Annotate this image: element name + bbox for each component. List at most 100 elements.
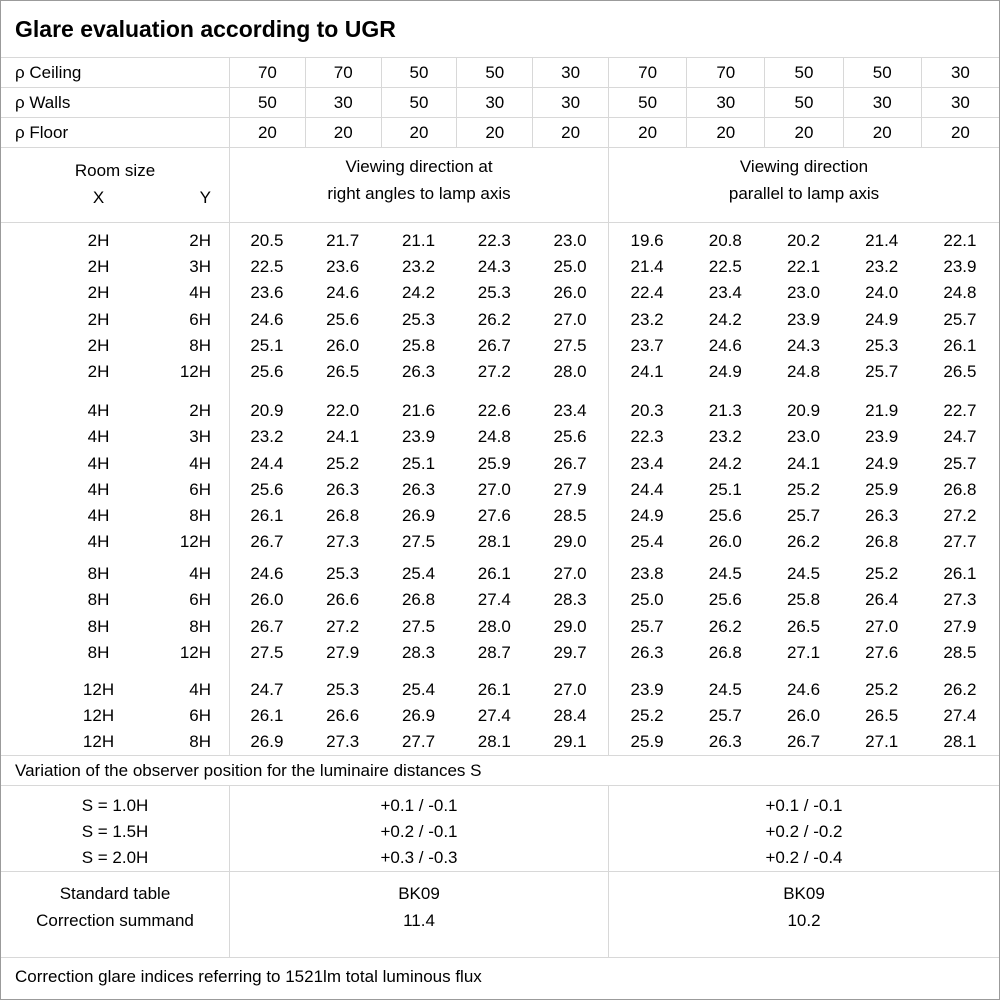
standard-table-value: BK09	[783, 884, 825, 903]
x-value: 2H	[87, 257, 110, 277]
reflectance-values-left: 50 30 50 30 30	[229, 88, 608, 117]
ugr-value: 24.7	[250, 680, 284, 699]
ugr-value: 26.3	[401, 361, 436, 381]
reflectance-value: 20	[532, 118, 608, 147]
reflectance-row: ρ Ceiling 70 70 50 50 30 70 70 50 50 30	[1, 58, 999, 88]
reflectance-value: 20	[456, 118, 532, 147]
ugr-value: 24.6	[250, 564, 284, 584]
ugr-value: 28.1	[477, 732, 511, 752]
ugr-value: 24.9	[865, 309, 899, 329]
table-row: 4H 3H 23.2 24.1 23.9 24.8 25.6 22.3 23.2 23.0 2…	[1, 424, 999, 450]
room-size-label: Room size	[74, 161, 156, 180]
ugr-value: 29.0	[553, 532, 587, 552]
ugr-value: 25.9	[865, 479, 899, 499]
reflectance-values-left: 70 70 50 50 30	[229, 58, 608, 87]
x-value: 8H	[87, 564, 110, 584]
table-row: 12H 8H 26.9 27.3 27.7 28.1 29.1 25.9 26.3 26.7…	[1, 729, 999, 755]
ugr-value: 26.6	[326, 590, 360, 610]
correction-summand-label: Correction summand	[36, 911, 194, 930]
s-value: +0.3 / -0.3	[380, 848, 458, 867]
ugr-value: 26.3	[708, 732, 742, 752]
ugr-value: 25.8	[786, 590, 821, 610]
x-value: 12H	[82, 732, 115, 752]
ugr-value: 24.7	[943, 427, 977, 447]
ugr-value: 28.3	[553, 590, 587, 610]
reflectance-value: 20	[920, 118, 999, 147]
ugr-value: 23.0	[553, 231, 587, 250]
reflectance-value: 70	[304, 58, 381, 87]
ugr-value: 27.5	[553, 335, 587, 355]
reflectance-values-right: 70 70 50 50 30	[608, 58, 999, 87]
ugr-value: 24.6	[250, 309, 284, 329]
reflectance-value: 50	[638, 93, 658, 112]
ugr-value: 27.9	[553, 479, 587, 499]
ugr-value: 23.9	[401, 427, 436, 447]
ugr-value: 20.9	[786, 401, 821, 421]
ugr-value: 25.2	[326, 453, 360, 473]
y-value: 8H	[189, 335, 211, 355]
ugr-value: 27.4	[943, 706, 977, 726]
ugr-value: 23.4	[630, 453, 664, 473]
table-row: 8H 12H 27.5 27.9 28.3 28.7 29.7 26.3 26.8 27.1…	[1, 640, 999, 666]
ugr-value: 26.9	[401, 706, 436, 726]
ugr-value: 27.9	[943, 616, 977, 636]
reflectance-value: 30	[456, 88, 532, 117]
ugr-value: 24.5	[708, 564, 742, 584]
table-row: 8H 4H 24.6 25.3 25.4 26.1 27.0 23.8 24.5 24.5 2…	[1, 561, 999, 587]
room-size-cell: 2H 8H	[1, 333, 229, 359]
ugr-value: 22.5	[250, 257, 284, 277]
x-value: 8H	[87, 642, 110, 662]
ugr-value: 25.3	[401, 309, 436, 329]
ugr-value: 23.9	[786, 309, 821, 329]
reflectance-label: ρ Walls	[15, 93, 71, 112]
ugr-value: 29.7	[553, 642, 587, 662]
ugr-values-right: 25.2 25.7 26.0 26.5 27.4	[608, 703, 999, 729]
ugr-value: 27.5	[401, 532, 436, 552]
reflectance-row: ρ Walls 50 30 50 30 30 50 30 50 30 30	[1, 88, 999, 118]
ugr-value: 25.0	[553, 257, 587, 277]
table-row: 2H 4H 23.6 24.6 24.2 25.3 26.0 22.4 23.4 23.0 2…	[1, 280, 999, 306]
ugr-value: 26.3	[401, 479, 436, 499]
ugr-values-right: 23.9 24.5 24.6 25.2 26.2	[608, 677, 999, 703]
ugr-values-left: 26.0 26.6 26.8 27.4 28.3	[229, 587, 608, 613]
reflectance-value: 20	[842, 118, 921, 147]
ugr-value: 28.3	[401, 642, 436, 662]
ugr-data-area: 2H 2H 20.5 21.7 21.1 22.3 23.0 19.6 20.8 20.2 2…	[1, 223, 999, 756]
s-labels: S = 1.0H S = 1.5H S = 2.0H	[1, 786, 229, 871]
ugr-values-right: 21.4 22.5 22.1 23.2 23.9	[608, 254, 999, 280]
ugr-value: 20.2	[786, 231, 821, 250]
ugr-value: 24.0	[865, 283, 899, 303]
room-size-cell: 8H 6H	[1, 587, 229, 613]
reflectance-row: ρ Floor 20 20 20 20 20 20 20 20 20 20	[1, 118, 999, 148]
ugr-value: 24.8	[786, 361, 821, 381]
ugr-values-right: 25.0 25.6 25.8 26.4 27.3	[608, 587, 999, 613]
ugr-value: 23.2	[865, 257, 899, 277]
ugr-value: 25.2	[786, 479, 821, 499]
y-value: 6H	[189, 590, 211, 610]
ugr-value: 25.6	[708, 505, 742, 525]
table-row: 4H 4H 24.4 25.2 25.1 25.9 26.7 23.4 24.2 24.1 2…	[1, 451, 999, 477]
ugr-values-right: 23.7 24.6 24.3 25.3 26.1	[608, 333, 999, 359]
ugr-value: 25.6	[326, 309, 360, 329]
ugr-value: 27.3	[326, 532, 360, 552]
ugr-value: 27.0	[553, 309, 587, 329]
variation-note: Variation of the observer position for t…	[1, 756, 999, 786]
room-size-header: Room size X Y	[1, 148, 229, 222]
ugr-value: 27.9	[326, 642, 360, 662]
ugr-value: 25.4	[630, 532, 664, 552]
ugr-value: 25.6	[708, 590, 742, 610]
ugr-value: 21.3	[708, 401, 742, 421]
ugr-value: 22.3	[630, 427, 664, 447]
summary-right: BK09 10.2	[608, 872, 999, 957]
ugr-value: 21.1	[401, 231, 436, 250]
ugr-value: 27.6	[865, 642, 899, 662]
ugr-value: 27.5	[401, 616, 436, 636]
reflectance-value: 70	[638, 63, 658, 82]
ugr-value: 21.6	[401, 401, 436, 421]
reflectance-value: 50	[257, 93, 277, 112]
page-title: Glare evaluation according to UGR	[15, 16, 396, 42]
y-value: 8H	[189, 732, 211, 752]
ugr-value: 24.9	[865, 453, 899, 473]
ugr-value: 27.6	[477, 505, 511, 525]
ugr-value: 26.7	[477, 335, 511, 355]
